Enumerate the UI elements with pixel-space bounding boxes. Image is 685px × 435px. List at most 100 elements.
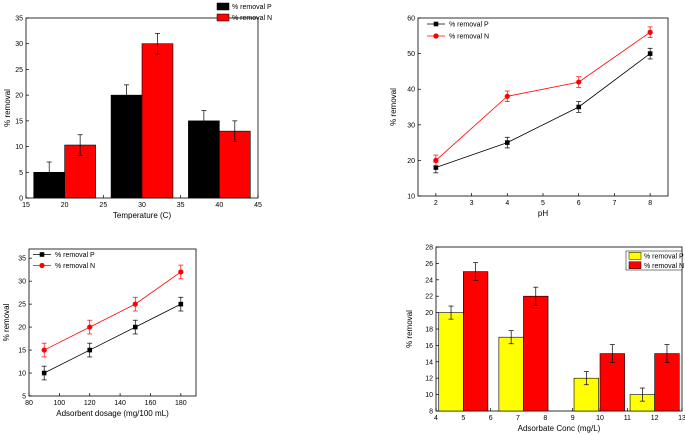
x-tick-label: 80 (25, 400, 33, 407)
y-tick-label: 8 (429, 409, 433, 416)
x-tick-label: 8 (543, 415, 547, 422)
legend-label: % removal N (644, 263, 684, 270)
y-axis-label: % removal (3, 89, 12, 127)
data-point (647, 51, 653, 56)
legend: % removal P % removal N (427, 22, 489, 41)
y-tick-label: 24 (425, 277, 433, 284)
x-tick-label: 6 (577, 200, 581, 207)
series-n (463, 262, 680, 412)
series-line (44, 303, 181, 374)
legend-label: % removal N (55, 263, 95, 270)
error-bar (583, 371, 589, 386)
y-tick-label: 30 (407, 122, 415, 129)
bar (463, 271, 489, 412)
y-tick-label: 20 (407, 158, 415, 165)
legend-item: % removal N (33, 262, 95, 270)
y-tick-label: 10 (15, 144, 23, 151)
error-bar (508, 330, 514, 345)
y-tick-label: 16 (425, 343, 433, 350)
x-tick-label: 13 (678, 415, 685, 422)
x-axis-label: Temperature (C) (113, 211, 172, 220)
chart-conc: 4 5 6 7 8 9 10 11 12 13 8 10 12 14 16 18 20 22 24 26 28 Adsor… (405, 245, 685, 434)
error-bar (533, 286, 539, 306)
chart-ph: 2 3 4 5 6 7 8 10 20 30 40 50 60 pH % removal % removal … (389, 16, 669, 218)
y-tick-label: 15 (15, 118, 23, 125)
legend-label: % removal P (449, 22, 489, 29)
legend: % removal P % removal N (625, 250, 684, 271)
bar (438, 312, 464, 412)
legend-swatch (628, 261, 642, 269)
y-tick-label: 30 (15, 41, 23, 48)
data-point (132, 324, 138, 330)
y-tick-label: 20 (425, 310, 433, 317)
data-point (87, 347, 93, 353)
legend-swatch (216, 13, 230, 22)
error-bar (232, 120, 238, 142)
data-point (504, 140, 510, 145)
x-tick-label: 8 (648, 200, 652, 207)
y-tick-label: 12 (425, 376, 433, 383)
error-bar (609, 344, 615, 363)
x-tick-label: 5 (461, 415, 465, 422)
x-tick-label: 15 (22, 202, 30, 209)
bar (141, 43, 174, 199)
y-tick-label: 10 (18, 371, 26, 378)
bar (523, 295, 549, 412)
x-tick-label: 9 (571, 415, 575, 422)
x-tick-label: 5 (541, 200, 545, 207)
y-tick-label: 18 (425, 327, 433, 334)
legend-marker (433, 21, 439, 27)
series-p (433, 47, 653, 174)
y-tick-label: 10 (407, 194, 415, 201)
x-tick-label: 40 (215, 202, 223, 209)
y-tick-label: 35 (15, 16, 23, 23)
legend-item: % removal P (33, 252, 95, 259)
x-axis-label: Adsorbate Conc (mg/L) (518, 424, 601, 433)
x-tick-label: 160 (145, 400, 157, 407)
x-tick-label: 180 (175, 400, 187, 407)
error-bar (448, 305, 454, 320)
legend-marker (39, 262, 45, 269)
y-tick-label: 5 (22, 394, 26, 401)
bar (599, 353, 625, 412)
data-point (433, 165, 439, 170)
x-tick-label: 3 (470, 200, 474, 207)
error-bar (201, 110, 207, 132)
y-tick-label: 14 (425, 359, 433, 366)
y-tick-label: 30 (18, 279, 26, 286)
y-tick-label: 20 (15, 93, 23, 100)
legend-item: % removal P (216, 2, 272, 11)
y-tick-label: 10 (425, 392, 433, 399)
plot-frame (28, 248, 197, 397)
y-tick-label: 28 (425, 245, 433, 252)
legend: % removal P % removal N (216, 2, 272, 22)
x-tick-label: 100 (54, 400, 66, 407)
x-tick-label: 7 (612, 200, 616, 207)
legend-label: % removal P (232, 4, 272, 11)
series-n (41, 264, 184, 358)
series-line (44, 271, 182, 351)
x-tick-label: 4 (505, 200, 509, 207)
chart-dosage: 80 100 120 140 160 180 5 10 15 20 25 30 35 Adsorbent … (2, 248, 197, 418)
legend-label: % removal N (449, 34, 489, 41)
legend: % removal P % removal N (33, 252, 95, 270)
y-axis-label: % removal (389, 88, 398, 126)
x-tick-label: 6 (489, 415, 493, 422)
data-point (41, 347, 47, 353)
legend-label: % removal N (232, 15, 272, 22)
x-tick-label: 12 (651, 415, 659, 422)
x-tick-label: 120 (84, 400, 96, 407)
series-p (438, 305, 655, 412)
bar (498, 336, 524, 412)
x-tick-label: 20 (61, 202, 69, 209)
series-p (41, 296, 184, 381)
series-n (64, 33, 251, 199)
series-line (435, 53, 651, 168)
data-point (647, 29, 653, 35)
y-tick-label: 22 (425, 294, 433, 301)
y-tick-label: 5 (19, 170, 23, 177)
error-bar (124, 84, 130, 106)
legend-item: % removal N (216, 13, 272, 22)
x-tick-label: 2 (434, 200, 438, 207)
